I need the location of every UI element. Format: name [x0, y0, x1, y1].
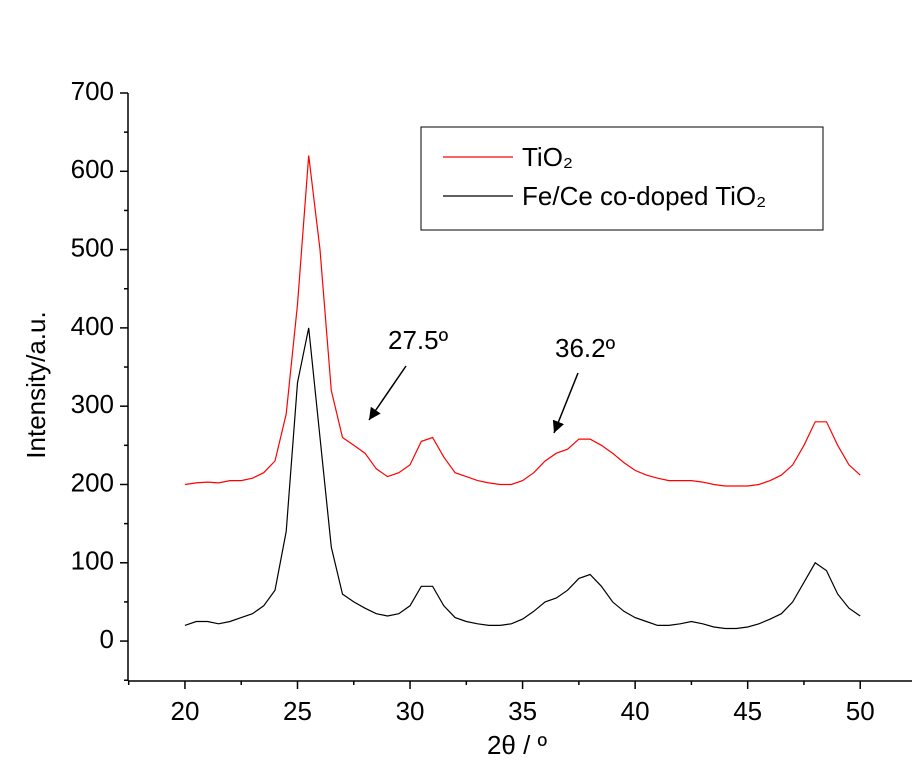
x-tick-label: 20 — [170, 696, 199, 726]
x-tick-label: 25 — [283, 696, 312, 726]
y-tick-label: 100 — [71, 546, 114, 576]
series-line — [184, 155, 861, 487]
x-tick-label: 40 — [621, 696, 650, 726]
legend-label: Fe/Ce co-doped TiO₂ — [522, 181, 766, 211]
y-tick-label: 600 — [71, 154, 114, 184]
annotation-arrow — [552, 372, 579, 434]
series-line — [184, 327, 861, 630]
y-tick-label: 300 — [71, 389, 114, 419]
y-tick-label: 700 — [71, 76, 114, 106]
x-tick-label: 30 — [396, 696, 425, 726]
y-tick-label: 400 — [71, 311, 114, 341]
x-tick-label: 45 — [733, 696, 762, 726]
annotation: 27.5º — [388, 325, 449, 355]
annotation-arrow — [368, 365, 407, 421]
y-tick-label: 0 — [100, 624, 114, 654]
y-axis-title: Intensity/a.u. — [21, 311, 51, 458]
legend-box — [420, 126, 824, 231]
x-tick-label: 35 — [508, 696, 537, 726]
x-tick-label: 50 — [846, 696, 875, 726]
y-tick-label: 500 — [71, 232, 114, 262]
y-tick-label: 200 — [71, 467, 114, 497]
x-axis-title: 2θ / º — [487, 730, 548, 760]
annotation: 36.2º — [555, 333, 616, 363]
legend-label: TiO₂ — [522, 142, 573, 172]
